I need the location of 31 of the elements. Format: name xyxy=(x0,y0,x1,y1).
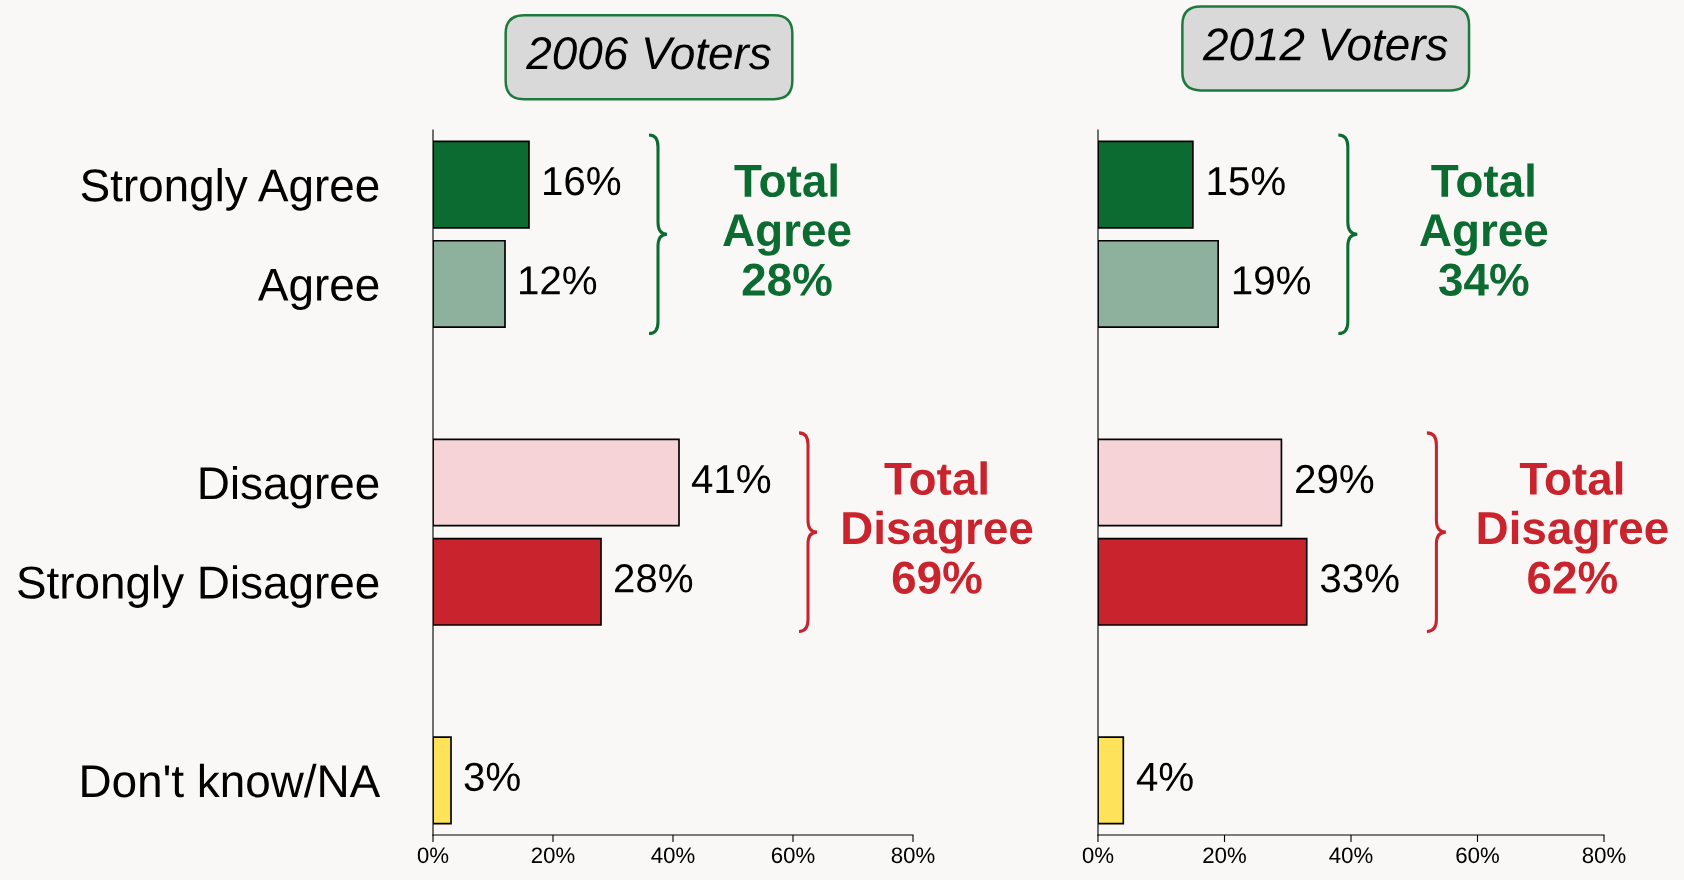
x-tick-label: 20% xyxy=(531,847,575,864)
data-label: 29% xyxy=(1296,464,1374,494)
y-tick-label: Don't know/NA xyxy=(82,763,381,798)
x-tick-label: 0% xyxy=(1082,847,1114,864)
x-tick-label: 20% xyxy=(1203,847,1246,864)
x-tick-label: 60% xyxy=(771,847,815,864)
data-label: 19% xyxy=(1233,266,1311,295)
x-tick-label: 40% xyxy=(651,847,695,864)
data-label: 16% xyxy=(544,166,621,196)
annotation: Total Agree 28% xyxy=(723,163,851,297)
x-tick-label: 80% xyxy=(891,847,935,864)
data-label: 12% xyxy=(520,266,597,295)
data-label: 3% xyxy=(464,762,520,792)
annotation: Total Disagree 62% xyxy=(1478,461,1668,594)
x-tick-label: 0% xyxy=(417,847,449,864)
x-tick-label: 60% xyxy=(1456,847,1499,864)
annotation: Total Agree 34% xyxy=(1420,163,1548,297)
y-tick-label: Disagree xyxy=(200,465,379,509)
x-tick-label: 80% xyxy=(1582,847,1626,864)
data-label: 4% xyxy=(1136,762,1193,792)
y-tick-label: Agree xyxy=(258,268,379,311)
data-label: 33% xyxy=(1320,564,1399,593)
annotation: Total Disagree 69% xyxy=(843,461,1033,594)
y-tick-label: Strongly Agree xyxy=(81,168,379,211)
y-tick-label: Strongly Disagree xyxy=(18,565,379,608)
data-label: 15% xyxy=(1208,167,1285,196)
data-label: 28% xyxy=(615,564,693,593)
data-label: 41% xyxy=(691,464,771,494)
chart-title: 2006 Voters xyxy=(526,37,771,70)
x-tick-label: 40% xyxy=(1329,847,1373,864)
chart-title: 2012 Voters xyxy=(1202,28,1448,61)
